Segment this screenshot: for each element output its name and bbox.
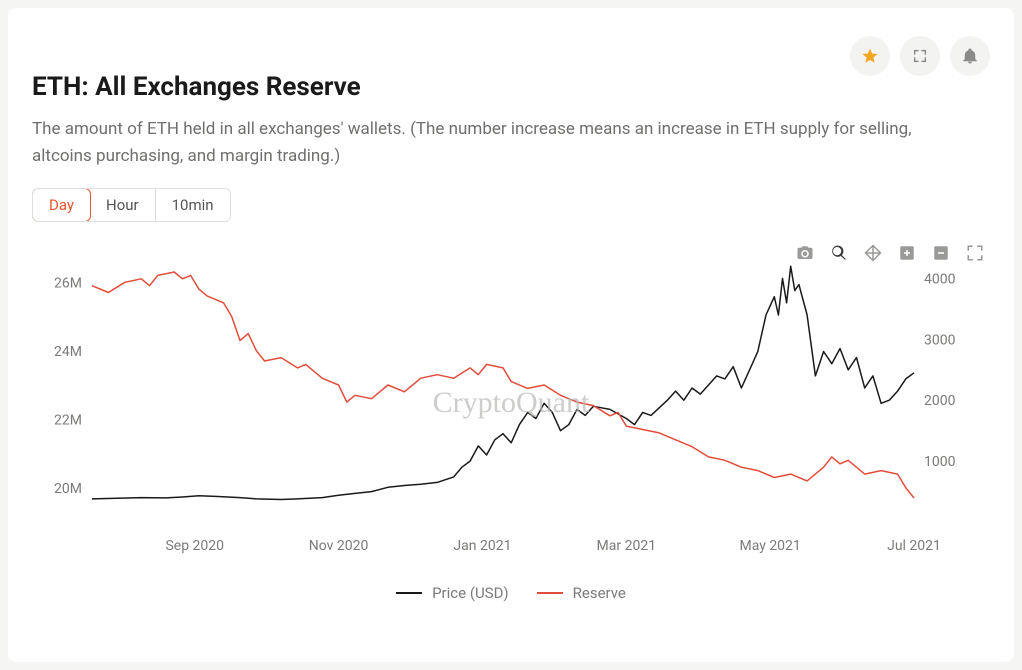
interval-selector: Day Hour 10min	[32, 188, 231, 222]
bell-icon	[961, 47, 979, 65]
interval-10min[interactable]: 10min	[156, 189, 230, 221]
svg-text:26M: 26M	[54, 276, 82, 292]
legend-price[interactable]: Price (USD)	[396, 584, 509, 602]
chart-title: ETH: All Exchanges Reserve	[32, 72, 990, 102]
svg-text:3000: 3000	[924, 333, 956, 349]
chart-description: The amount of ETH held in all exchanges'…	[32, 116, 972, 170]
star-icon	[861, 47, 879, 65]
line-chart: 20M 22M 24M 26M 1000 2000 3000 4000 Sep 2020 Nov …	[32, 238, 972, 558]
interval-day[interactable]: Day	[32, 188, 91, 222]
legend-reserve[interactable]: Reserve	[537, 584, 626, 602]
chart-card: ETH: All Exchanges Reserve The amount of…	[8, 8, 1014, 662]
svg-text:Sep 2020: Sep 2020	[165, 538, 224, 554]
alert-button[interactable]	[950, 36, 990, 76]
svg-text:May 2021: May 2021	[739, 538, 800, 554]
svg-text:1000: 1000	[924, 454, 956, 470]
svg-text:Nov 2020: Nov 2020	[309, 538, 369, 554]
svg-text:Jan 2021: Jan 2021	[453, 538, 511, 554]
svg-text:4000: 4000	[924, 272, 956, 288]
legend-price-label: Price (USD)	[432, 584, 509, 602]
svg-text:Mar 2021: Mar 2021	[597, 538, 657, 554]
expand-icon	[912, 48, 928, 64]
chart-area: CryptoQuant 20M22M24M26M1000200030004000…	[32, 238, 990, 578]
legend-reserve-label: Reserve	[573, 584, 626, 602]
top-actions	[850, 36, 990, 76]
svg-text:22M: 22M	[54, 413, 82, 429]
chart-legend: Price (USD) Reserve	[32, 584, 990, 602]
svg-text:2000: 2000	[924, 394, 956, 410]
interval-hour[interactable]: Hour	[90, 189, 156, 221]
favorite-button[interactable]	[850, 36, 890, 76]
svg-text:24M: 24M	[54, 344, 82, 360]
svg-text:20M: 20M	[54, 481, 82, 497]
expand-button[interactable]	[900, 36, 940, 76]
svg-text:Jul 2021: Jul 2021	[887, 538, 941, 554]
